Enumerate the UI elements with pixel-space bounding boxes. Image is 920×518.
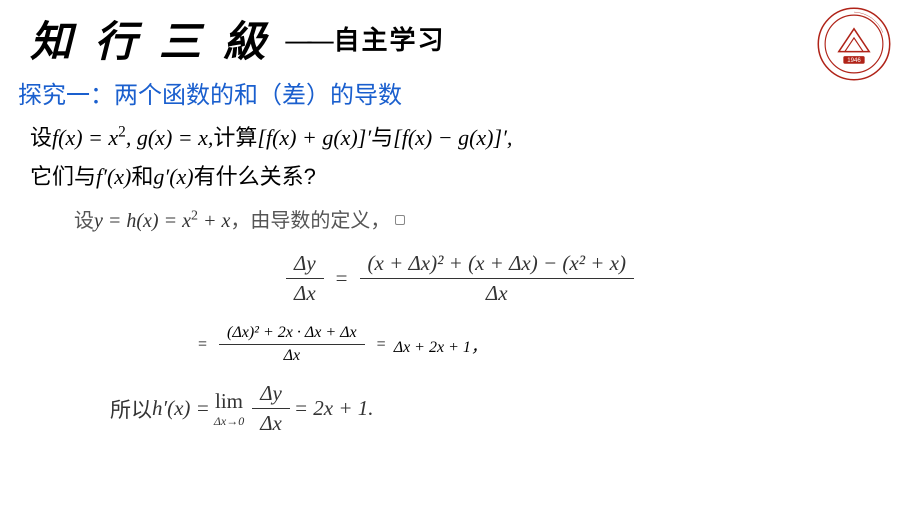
problem-and1: 与 <box>371 125 393 150</box>
intro-post: ，由导数的定义， <box>230 210 390 232</box>
problem-l2-q: 有什么关系? <box>194 164 316 189</box>
brush-title: 知 行 三 級 <box>30 8 272 69</box>
problem-l2-pre: 它们与 <box>30 164 96 189</box>
problem-calc: 计算 <box>213 125 257 150</box>
equation-2: = (Δx)² + 2x · Δx + Δx Δx = Δx + 2x + 1， <box>0 322 920 367</box>
conclusion-frac: Δy Δx <box>252 379 290 438</box>
eq2-lhs-frac: (Δx)² + 2x · Δx + Δx Δx <box>219 322 365 367</box>
eq2-lhs-den: Δx <box>276 345 309 367</box>
header: 知 行 三 級 ——自主学习 1946 <box>0 0 920 69</box>
problem-fprime: f′(x) <box>96 164 131 189</box>
subtitle-dash: —— <box>286 26 330 55</box>
eq1-lhs-num: Δy <box>286 249 324 278</box>
conclusion: 所以 h′(x) = lim Δx→0 Δy Δx = 2x + 1. <box>0 379 920 438</box>
intro-y: y = h(x) = x2 + x <box>94 210 230 232</box>
lim-top: lim <box>215 389 243 414</box>
cursor-marker <box>395 215 405 225</box>
problem-expr2: [f(x) − g(x)]′, <box>393 125 512 150</box>
conclusion-h: h′(x) = <box>152 396 210 421</box>
logo-year: 1946 <box>847 57 861 64</box>
equation-1: Δy Δx = (x + Δx)² + (x + Δx) − (x² + x) … <box>0 249 920 308</box>
conclusion-result: = 2x + 1. <box>294 396 374 421</box>
eq1-rhs-den: Δx <box>478 279 516 308</box>
problem-pre: 设 <box>30 125 52 150</box>
school-logo: 1946 <box>816 6 892 82</box>
eq1-rhs-frac: (x + Δx)² + (x + Δx) − (x² + x) Δx <box>360 249 634 308</box>
problem-expr1: [f(x) + g(x)]′ <box>257 125 371 150</box>
problem-gprime: g′(x) <box>153 164 193 189</box>
eq1-lhs-frac: Δy Δx <box>286 249 324 308</box>
limit-notation: lim Δx→0 <box>214 389 244 429</box>
subtitle: ——自主学习 <box>286 20 446 57</box>
problem-l2-and: 和 <box>131 164 153 189</box>
equals-sign: = <box>377 336 386 354</box>
eq2-lhs-num: (Δx)² + 2x · Δx + Δx <box>219 322 365 344</box>
equals-sign: = <box>198 336 207 354</box>
eq2-rhs: Δx + 2x + 1， <box>394 333 487 357</box>
section-heading: 探究一：两个函数的和（差）的导数 <box>0 69 920 118</box>
problem-f: f(x) = x2, g(x) = x, <box>52 125 213 150</box>
lim-bot: Δx→0 <box>214 414 244 429</box>
subtitle-text: 自主学习 <box>334 26 446 55</box>
equals-sign: = <box>336 266 348 291</box>
solution-intro: 设y = h(x) = x2 + x，由导数的定义， <box>0 196 920 235</box>
conclusion-pre: 所以 <box>110 394 152 424</box>
eq1-rhs-num: (x + Δx)² + (x + Δx) − (x² + x) <box>360 249 634 278</box>
conclusion-den: Δx <box>252 409 290 438</box>
problem-line-2: 它们与f′(x)和g′(x)有什么关系? <box>0 157 920 196</box>
conclusion-num: Δy <box>252 379 290 408</box>
problem-line-1: 设f(x) = x2, g(x) = x,计算[f(x) + g(x)]′与[f… <box>0 118 920 157</box>
eq1-lhs-den: Δx <box>286 279 324 308</box>
intro-pre: 设 <box>74 210 94 232</box>
